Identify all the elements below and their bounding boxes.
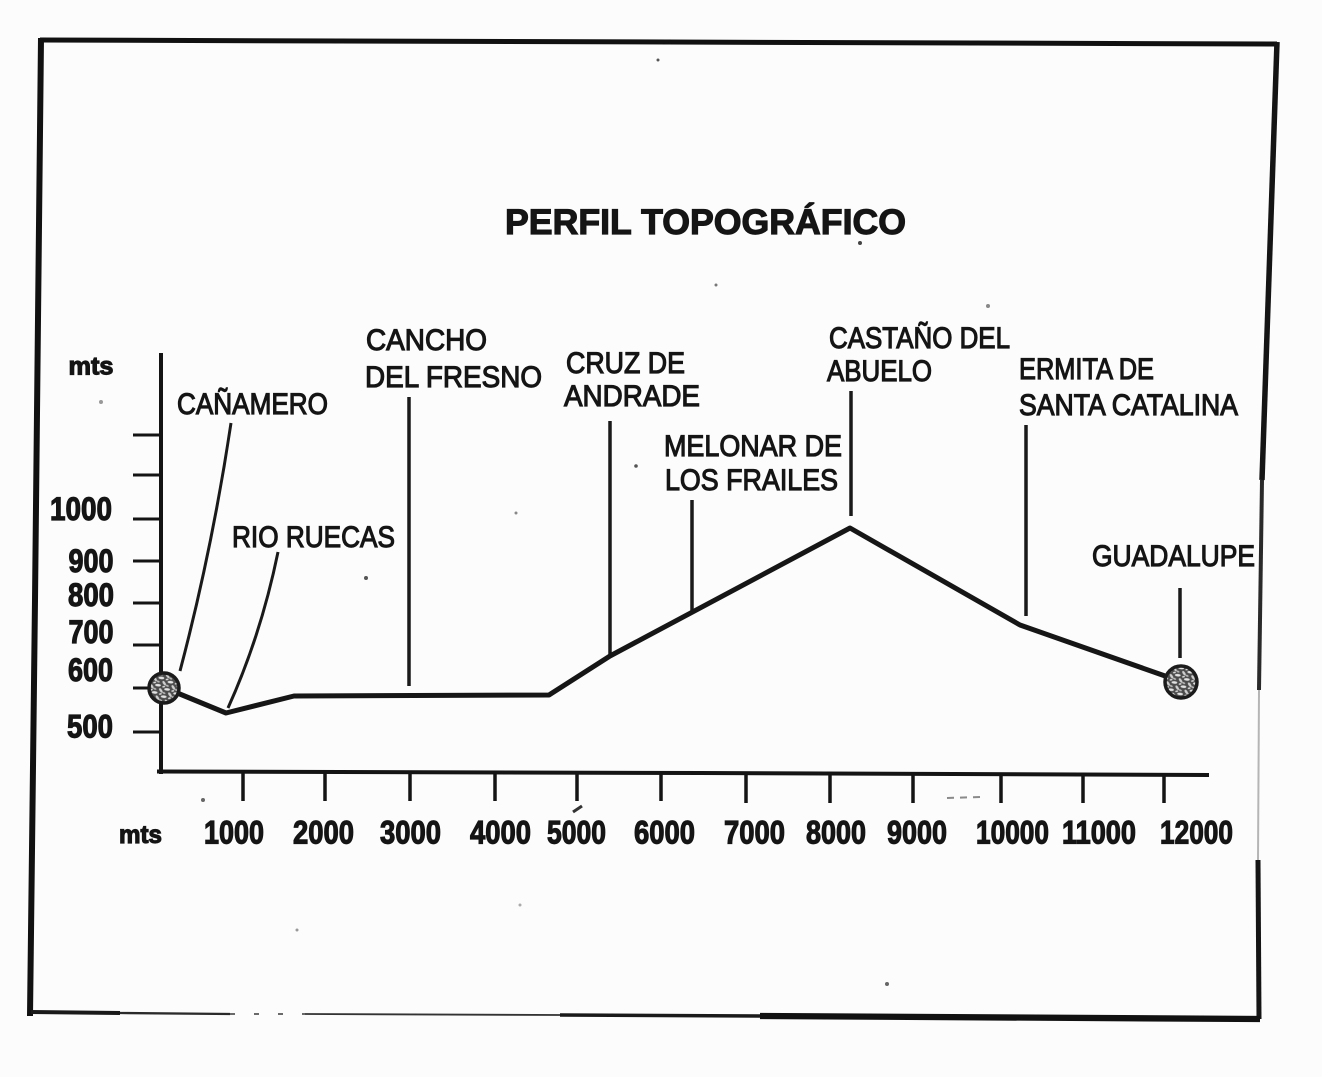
svg-text:ABUELO: ABUELO [827, 355, 932, 388]
svg-text:500: 500 [67, 709, 113, 745]
svg-text:9000: 9000 [887, 815, 947, 851]
svg-text:7000: 7000 [724, 815, 785, 851]
svg-text:mts: mts [69, 353, 114, 381]
svg-text:LOS FRAILES: LOS FRAILES [665, 464, 838, 497]
svg-text:mts: mts [119, 821, 162, 849]
svg-text:MELONAR DE: MELONAR DE [664, 430, 842, 463]
svg-text:ANDRADE: ANDRADE [564, 380, 700, 413]
svg-text:3000: 3000 [380, 815, 441, 851]
svg-text:4000: 4000 [470, 815, 531, 851]
svg-text:DEL FRESNO: DEL FRESNO [365, 361, 542, 394]
svg-text:5000: 5000 [547, 815, 606, 851]
svg-text:6000: 6000 [634, 815, 695, 851]
svg-text:CRUZ DE: CRUZ DE [566, 347, 685, 380]
svg-text:CAÑAMERO: CAÑAMERO [177, 387, 328, 421]
svg-text:CANCHO: CANCHO [366, 324, 487, 357]
svg-text:8000: 8000 [806, 815, 866, 851]
svg-text:RIO RUECAS: RIO RUECAS [232, 521, 395, 554]
svg-text:2000: 2000 [293, 815, 354, 851]
svg-text:600: 600 [68, 652, 113, 688]
svg-text:900: 900 [69, 543, 114, 579]
svg-text:800: 800 [68, 577, 114, 613]
svg-text:SANTA CATALINA: SANTA CATALINA [1019, 389, 1238, 422]
svg-text:ERMITA DE: ERMITA DE [1019, 353, 1154, 386]
svg-text:12000: 12000 [1160, 815, 1233, 851]
svg-text:1000: 1000 [204, 815, 264, 851]
svg-text:1000: 1000 [50, 491, 112, 527]
svg-text:10000: 10000 [976, 815, 1049, 851]
svg-text:CASTAÑO DEL: CASTAÑO DEL [829, 321, 1010, 355]
svg-text:GUADALUPE: GUADALUPE [1092, 540, 1255, 573]
svg-text:11000: 11000 [1062, 815, 1136, 851]
svg-text:PERFIL TOPOGRÁFICO: PERFIL TOPOGRÁFICO [505, 202, 906, 242]
svg-text:700: 700 [69, 614, 114, 650]
